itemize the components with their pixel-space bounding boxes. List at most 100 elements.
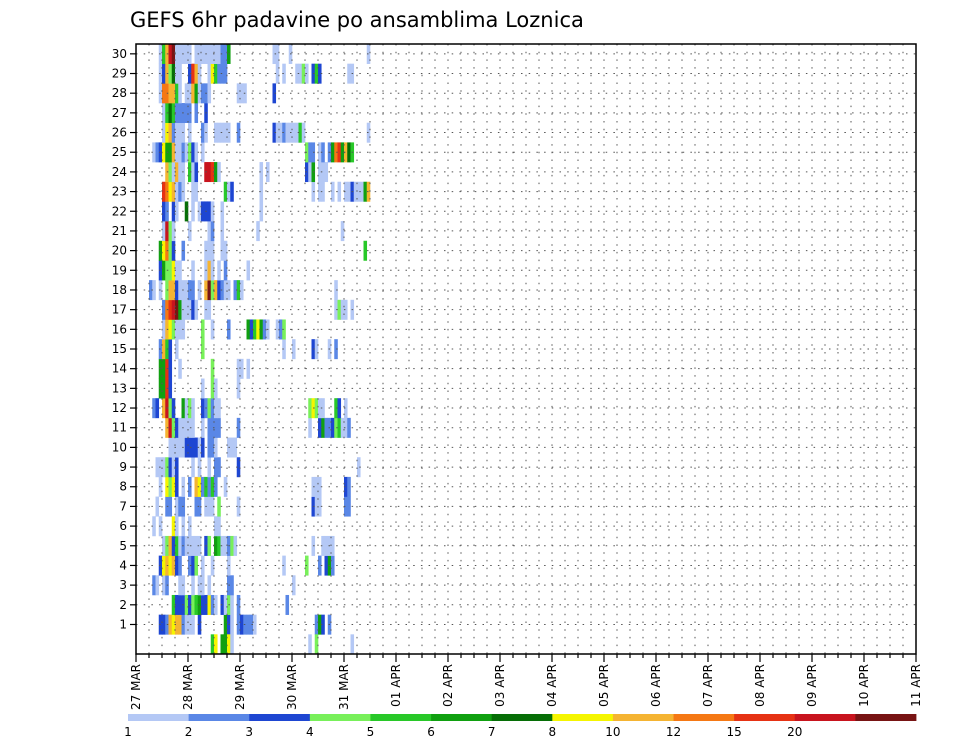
heatmap-cell: [184, 437, 189, 458]
heatmap-cell: [366, 44, 371, 64]
heatmap-cell: [340, 299, 345, 320]
heatmap-cell: [298, 63, 303, 84]
heatmap-cell: [220, 594, 225, 615]
heatmap-cell: [214, 634, 218, 655]
heatmap-cell: [353, 181, 358, 202]
heatmap-cell: [178, 63, 182, 84]
heatmap-cell: [214, 398, 218, 419]
heatmap-cell: [201, 83, 205, 104]
heatmap-cell: [178, 162, 182, 183]
colorbar-swatch: [188, 714, 250, 721]
heatmap-cell: [152, 575, 156, 596]
heatmap-cell: [162, 319, 166, 340]
y-tick-label: 27: [112, 106, 127, 120]
heatmap-cell: [191, 181, 195, 202]
heatmap-cell: [188, 417, 192, 438]
heatmap-cell: [197, 535, 202, 556]
heatmap-cell: [197, 457, 202, 478]
heatmap-cell: [188, 476, 192, 497]
heatmap-cell: [331, 181, 335, 202]
heatmap-cell: [347, 476, 351, 497]
heatmap-cell: [334, 398, 338, 419]
y-axis: 1234567891011121314151617181920212223242…: [112, 47, 136, 631]
heatmap-cell: [207, 535, 212, 556]
heatmap-cell: [214, 63, 218, 84]
y-tick-label: 10: [112, 440, 127, 454]
heatmap-cell: [262, 319, 267, 340]
heatmap-cell: [191, 575, 195, 596]
heatmap-cell: [220, 221, 225, 242]
heatmap-cell: [168, 44, 173, 64]
x-tick-label: 28 MAR: [181, 664, 195, 710]
heatmap-cell: [168, 555, 173, 576]
heatmap-cell: [217, 398, 221, 419]
heatmap-cell: [178, 437, 182, 458]
heatmap-cell: [236, 358, 241, 379]
heatmap-cell: [210, 378, 215, 399]
y-tick-label: 28: [112, 86, 127, 100]
heatmap-cell: [191, 398, 195, 419]
colorbar-label: 20: [787, 725, 802, 739]
heatmap-cell: [171, 457, 176, 478]
y-tick-label: 18: [112, 283, 127, 297]
heatmap-cell: [324, 535, 329, 556]
heatmap-cell: [217, 122, 221, 143]
heatmap-cell: [175, 299, 179, 320]
heatmap-cell: [256, 221, 260, 242]
heatmap-cell: [210, 398, 215, 419]
y-tick-label: 11: [112, 421, 127, 435]
heatmap-cell: [178, 417, 182, 438]
heatmap-cell: [357, 457, 361, 478]
heatmap-cell: [184, 614, 189, 635]
heatmap-cell: [347, 496, 351, 517]
heatmap-cell: [301, 63, 306, 84]
heatmap-cell: [175, 516, 179, 537]
heatmap-cell: [201, 44, 205, 64]
heatmap-cell: [178, 280, 182, 301]
heatmap-cell: [210, 476, 215, 497]
heatmap-cell: [191, 299, 195, 320]
x-tick-label: 31 MAR: [337, 664, 351, 710]
heatmap-cell: [331, 535, 335, 556]
heatmap-cell: [308, 162, 312, 183]
heatmap-cell: [184, 535, 189, 556]
heatmap-cell: [191, 417, 195, 438]
heatmap-cell: [171, 437, 176, 458]
heatmap-cell: [236, 378, 241, 399]
heatmap-cell: [210, 260, 215, 281]
heatmap-cell: [210, 634, 215, 655]
heatmap-cell: [210, 496, 215, 517]
heatmap-cell: [162, 103, 166, 124]
heatmap-cell: [162, 122, 166, 143]
colorbar-swatch: [552, 714, 614, 721]
heatmap-cell: [175, 555, 179, 576]
heatmap-cell: [214, 516, 218, 537]
heatmap-cell: [334, 299, 338, 320]
heatmap-cell: [191, 83, 195, 104]
heatmap-cell: [194, 83, 199, 104]
heatmap-cell: [184, 594, 189, 615]
x-tick-label: 05 APR: [597, 664, 611, 707]
heatmap-cell: [188, 535, 192, 556]
heatmap-cell: [184, 83, 189, 104]
heatmap-cell: [220, 63, 225, 84]
heatmap-cell: [188, 162, 192, 183]
heatmap-cell: [350, 634, 355, 655]
heatmap-cell: [188, 221, 192, 242]
heatmap-cell: [171, 280, 176, 301]
heatmap-cell: [246, 614, 251, 635]
colorbar: 1 2 3 4 5 6 7 8 10 12 15 20: [124, 714, 917, 739]
heatmap-cell: [188, 437, 192, 458]
heatmap-cell: [168, 299, 173, 320]
heatmap-cell: [178, 83, 182, 104]
colorbar-label: 4: [306, 725, 314, 739]
y-tick-label: 9: [119, 460, 127, 474]
heatmap-cell: [168, 496, 173, 517]
heatmap-cell: [162, 260, 166, 281]
heatmap-cell: [246, 358, 251, 379]
heatmap-cell: [197, 496, 202, 517]
heatmap-cell: [162, 299, 166, 320]
heatmap-cell: [184, 142, 189, 163]
colorbar-swatch: [491, 714, 553, 721]
heatmap-cell: [275, 122, 280, 143]
